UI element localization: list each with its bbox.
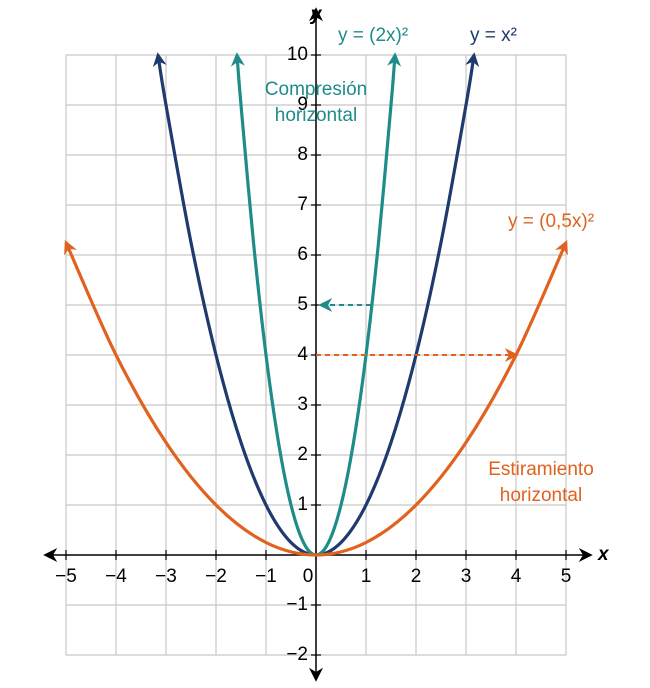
x-axis-label: x	[597, 544, 610, 565]
x-tick-label: 5	[561, 566, 572, 587]
x-tick-label: −5	[55, 566, 77, 587]
y-tick-label: 5	[297, 294, 308, 315]
annotation: Compresión	[265, 79, 367, 100]
annotation: horizontal	[500, 485, 582, 506]
y-tick-label: −1	[286, 594, 308, 615]
y-tick-label: 7	[297, 194, 308, 215]
y-tick-label: 8	[297, 144, 308, 165]
y-tick-label: 2	[297, 444, 308, 465]
curve-label: y = (2x)²	[338, 25, 408, 46]
x-tick-label: 0	[303, 566, 314, 587]
y-tick-label: 3	[297, 394, 308, 415]
y-tick-label: 4	[297, 344, 308, 365]
y-tick-label: −2	[286, 644, 308, 665]
curve-label: y = (0,5x)²	[508, 211, 594, 232]
annotation: horizontal	[275, 105, 357, 126]
y-tick-label: 9	[297, 94, 308, 115]
curve	[64, 239, 568, 557]
curve-label: y = x²	[470, 25, 517, 46]
y-tick-label: 1	[297, 494, 308, 515]
x-tick-label: 2	[411, 566, 422, 587]
x-tick-label: −2	[205, 566, 227, 587]
x-tick-label: 1	[361, 566, 372, 587]
y-tick-label: 10	[287, 44, 308, 65]
x-tick-label: 4	[511, 566, 522, 587]
x-tick-label: −4	[105, 566, 127, 587]
annotation: Estiramiento	[488, 459, 594, 480]
y-axis-label: y	[310, 4, 323, 25]
x-tick-label: −3	[155, 566, 177, 587]
y-tick-label: 6	[297, 244, 308, 265]
x-tick-label: 3	[461, 566, 472, 587]
x-tick-label: −1	[255, 566, 277, 587]
